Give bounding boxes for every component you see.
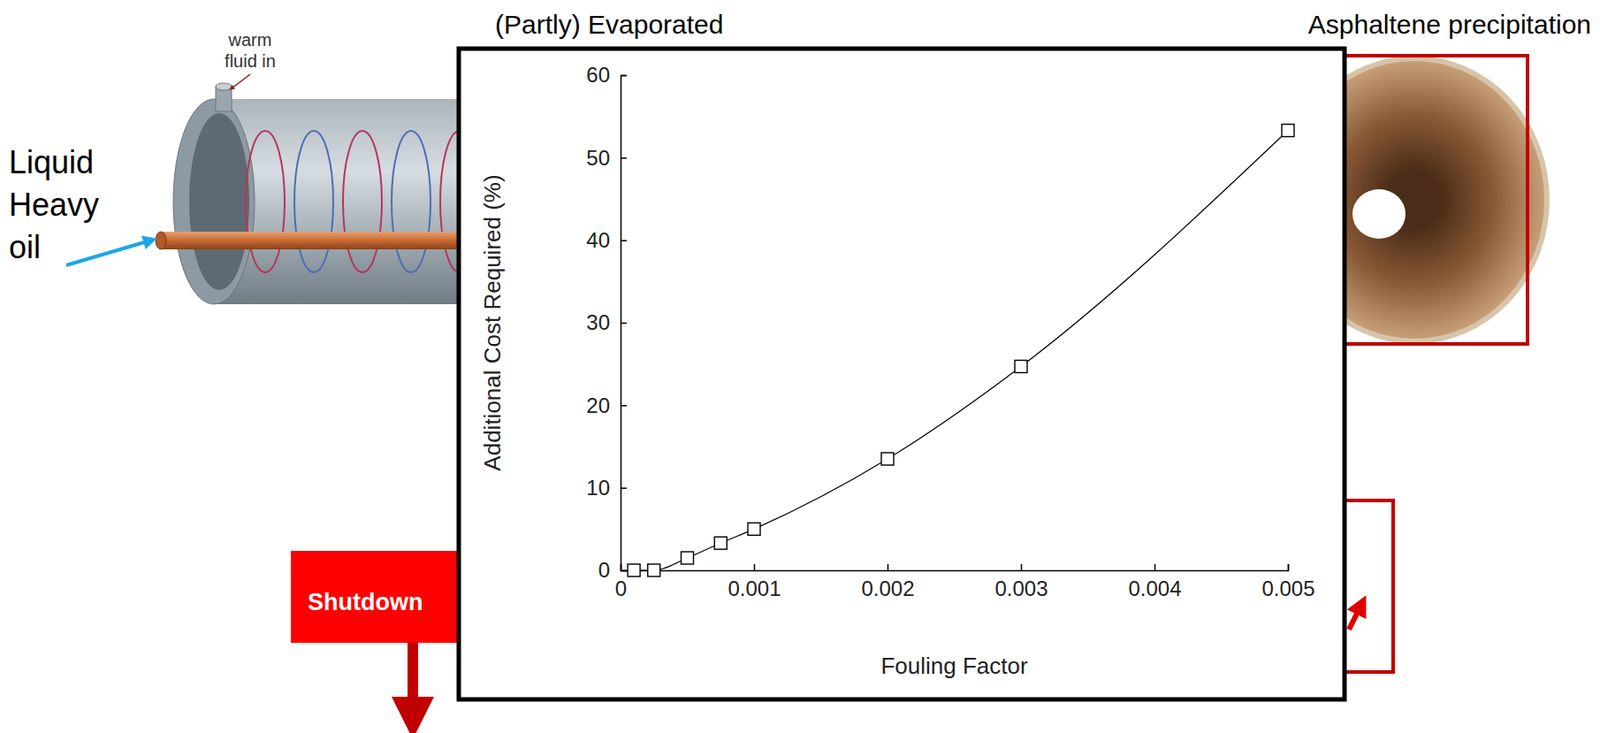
chart-box — [458, 48, 1345, 700]
tick: 0.004 — [1127, 563, 1181, 601]
tick: 40 — [586, 228, 627, 252]
data-point — [647, 563, 661, 577]
tick: 0.005 — [1261, 563, 1315, 601]
tick-label: 0 — [598, 557, 610, 582]
deposit-hole — [1352, 189, 1406, 239]
tube-end — [155, 231, 167, 250]
data-point — [881, 452, 894, 465]
tick-label: 0.005 — [1261, 576, 1315, 601]
top-label: (Partly) Evaporated — [495, 9, 724, 39]
tick-label: 30 — [586, 310, 610, 335]
data-point — [747, 522, 761, 535]
tick-mark — [620, 487, 627, 489]
feed-arrow — [66, 240, 151, 266]
shutdown-arrow — [407, 642, 419, 718]
tick-mark — [1154, 563, 1157, 571]
tick: 60 — [586, 62, 627, 87]
data-point — [681, 551, 694, 564]
lower-arrow — [1348, 604, 1362, 630]
tick-label: 0.004 — [1127, 576, 1181, 601]
tick-mark — [620, 239, 627, 242]
data-point — [714, 536, 727, 549]
slide-background: warmfluid in LiquidHeavyoil (Partly) Evapo… — [8, 9, 1592, 718]
tick: 0.001 — [727, 563, 781, 601]
tick: 0 — [598, 557, 627, 582]
tick-label: 0.001 — [727, 576, 781, 601]
tick-mark — [620, 75, 627, 77]
tick-label: 60 — [586, 62, 610, 87]
tick-label: 0.003 — [994, 576, 1048, 601]
tick-mark — [620, 404, 627, 407]
shutdown-label: Shutdown — [307, 588, 423, 616]
x-axis: 0 0.001 0.002 0.003 0.004 0.005 — [615, 563, 1316, 601]
data-line — [633, 130, 1288, 571]
canvas: warmfluid in LiquidHeavyoil (Partly) Evapo… — [0, 0, 1600, 733]
tick-mark — [754, 563, 756, 571]
tick-mark — [887, 563, 890, 571]
axis-line — [621, 563, 1289, 572]
tick: 10 — [586, 475, 627, 500]
tick: 50 — [586, 145, 627, 170]
tick: 0.003 — [994, 563, 1048, 601]
tick: 30 — [586, 310, 627, 335]
axis-line — [621, 76, 628, 572]
warm-fluid-label: warmfluid in — [224, 30, 276, 71]
inlet-arrow — [231, 74, 251, 89]
tick-mark — [620, 157, 627, 160]
flow-swirl — [391, 130, 431, 273]
photo-label: Asphaltene precipitation — [1308, 9, 1592, 39]
tick-label: 50 — [586, 145, 610, 170]
tick-mark — [1020, 563, 1023, 571]
feed-label: LiquidHeavyoil — [8, 144, 100, 266]
y-axis-title: Additional Cost Required (%) — [479, 174, 506, 471]
tick-mark — [620, 570, 627, 572]
flow-swirl — [342, 130, 382, 273]
tick: 20 — [586, 393, 627, 418]
shell-face — [173, 99, 255, 305]
tick-label: 10 — [586, 475, 610, 500]
flow-swirl — [294, 130, 334, 273]
tick-mark — [620, 322, 627, 325]
tick-label: 20 — [586, 393, 610, 418]
y-axis: 0 10 20 30 40 50 60 — [586, 62, 627, 582]
tick-label: 40 — [586, 228, 610, 252]
tick-label: 0 — [615, 576, 627, 601]
flow-swirl — [245, 130, 285, 273]
tick-label: 0.002 — [860, 576, 915, 601]
data-point — [1281, 124, 1295, 138]
data-point — [627, 563, 640, 577]
plot-area — [627, 124, 1295, 577]
tick-mark — [1287, 563, 1290, 571]
inlet-top — [215, 83, 232, 91]
data-point — [1014, 359, 1028, 373]
shell-inner — [189, 113, 250, 290]
x-axis-title: Fouling Factor — [880, 652, 1029, 679]
tick: 0.002 — [860, 563, 915, 601]
